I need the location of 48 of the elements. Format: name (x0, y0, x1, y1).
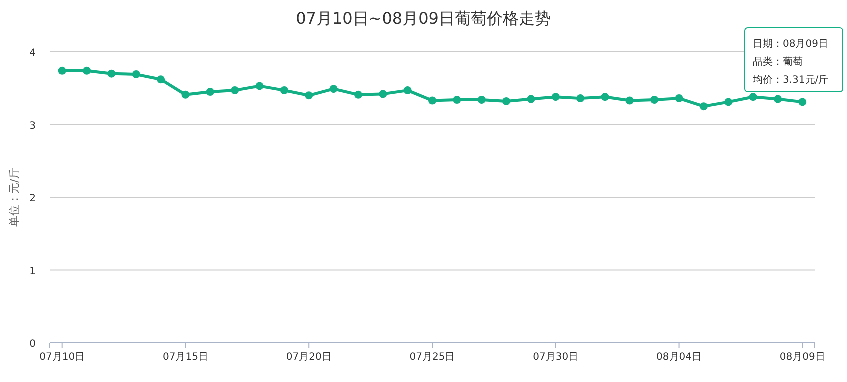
text: 日期：08月09日 (753, 38, 828, 50)
annotation: 均价：3.31元/斤 (752, 74, 829, 86)
y-tick-label: 4 (30, 48, 36, 59)
point (502, 97, 511, 106)
annotation: 品类：葡萄 (753, 56, 803, 68)
y-tick-label: 3 (30, 120, 36, 132)
point (404, 86, 412, 95)
chart-title: 07月10日~08月09日葡萄价格走势 (296, 9, 551, 28)
x-tick-label: 07月20日 (286, 352, 332, 363)
point (700, 102, 708, 111)
point (231, 86, 240, 95)
y-tick-label: 2 (30, 194, 36, 204)
point (527, 95, 536, 104)
point (749, 93, 758, 102)
point (478, 96, 486, 104)
x-tick-label: 07月25日 (410, 352, 456, 363)
point (132, 70, 140, 79)
point (83, 66, 92, 75)
point (280, 86, 288, 95)
point (58, 66, 66, 75)
point (453, 96, 462, 104)
y-axis-title: 单位：元/斤 (8, 168, 21, 227)
point (675, 94, 684, 103)
x-tick-label: 08月04日 (656, 352, 702, 363)
point (774, 95, 782, 104)
x-tick-label: 07月15日 (163, 352, 208, 363)
point (256, 82, 264, 90)
point (576, 94, 585, 103)
point (798, 98, 807, 106)
point (724, 98, 733, 106)
y-tick-label: 0 (30, 339, 36, 350)
point (552, 93, 560, 102)
y-tick-label: 1 (30, 266, 36, 278)
point (428, 96, 436, 105)
x-tick-label: 08月09日 (780, 352, 826, 363)
point (206, 88, 214, 96)
x-tick-label: 07月10日 (40, 352, 86, 363)
point (182, 90, 190, 99)
point (601, 93, 610, 102)
point (330, 85, 338, 94)
point (354, 90, 362, 99)
point (305, 92, 314, 100)
point (650, 96, 659, 104)
point (157, 76, 166, 84)
point (108, 70, 116, 78)
point (379, 90, 388, 98)
point (626, 96, 634, 105)
x-tick-label: 07月30日 (533, 352, 579, 363)
